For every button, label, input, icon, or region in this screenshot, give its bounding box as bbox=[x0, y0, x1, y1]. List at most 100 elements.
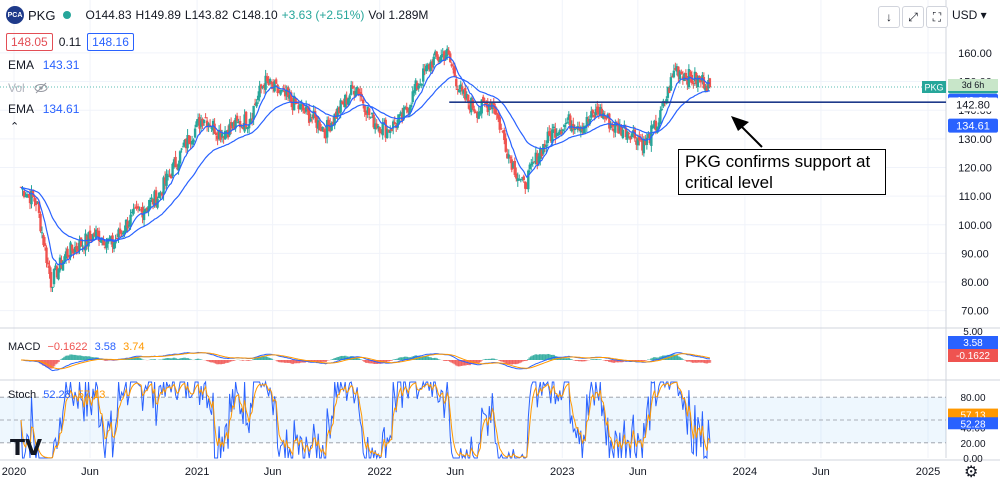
candle-body bbox=[523, 176, 525, 180]
macd-line-tag: 3.58 bbox=[963, 338, 983, 349]
x-tick-label: 2020 bbox=[2, 466, 26, 478]
ema-slow-legend[interactable]: EMA 134.61 bbox=[8, 102, 79, 116]
collapse-legend-icon[interactable]: ⌃ bbox=[10, 120, 19, 133]
candle-body bbox=[563, 124, 565, 126]
candle-body bbox=[150, 198, 152, 199]
candle-body bbox=[560, 131, 562, 133]
annotation-line-1: PKG confirms support at bbox=[685, 151, 879, 172]
stoch-legend[interactable]: Stoch 52.28 57.13 bbox=[8, 389, 105, 401]
candle-body bbox=[562, 129, 564, 131]
candle-body bbox=[167, 176, 169, 177]
candle-body bbox=[433, 57, 435, 65]
stoch-tick-label: 80.00 bbox=[960, 393, 985, 404]
candle-body bbox=[499, 117, 501, 130]
ema-fast-label: EMA bbox=[8, 58, 33, 72]
candle-body bbox=[192, 140, 194, 143]
candle-body bbox=[275, 79, 277, 83]
expand-button[interactable]: ⤢ bbox=[902, 6, 924, 28]
candle-body bbox=[382, 123, 384, 135]
candle-body bbox=[194, 129, 196, 138]
candle-body bbox=[182, 146, 184, 147]
candle-body bbox=[371, 113, 373, 115]
macd-legend[interactable]: MACD −0.1622 3.58 3.74 bbox=[8, 341, 145, 353]
candle-body bbox=[514, 161, 516, 175]
macd-label: MACD bbox=[8, 341, 40, 353]
symbol-label[interactable]: PKG bbox=[28, 8, 55, 23]
candle-body bbox=[80, 237, 82, 246]
hidden-eye-icon[interactable] bbox=[34, 81, 48, 95]
candle-body bbox=[119, 229, 121, 234]
candle-body bbox=[255, 102, 257, 106]
candle-body bbox=[626, 132, 628, 140]
currency-label: USD bbox=[952, 8, 977, 22]
candle-body bbox=[394, 122, 396, 124]
candle-body bbox=[53, 269, 55, 284]
candle-body bbox=[659, 110, 661, 124]
macd-signal-value: 3.74 bbox=[123, 341, 144, 353]
candle-body bbox=[113, 243, 115, 249]
ask-price[interactable]: 148.16 bbox=[87, 33, 134, 51]
candle-body bbox=[545, 145, 547, 147]
bid-price[interactable]: 148.05 bbox=[6, 33, 53, 51]
x-tick-label: Jun bbox=[264, 466, 282, 478]
y-tick-label: 110.00 bbox=[959, 191, 992, 203]
stoch-tick-label: 20.00 bbox=[960, 439, 985, 450]
currency-selector[interactable]: USD ▾ bbox=[952, 8, 987, 22]
y-tick-label: 90.00 bbox=[961, 248, 989, 260]
ohlc-legend: PCA PKG O144.83 H149.89 L143.82 C148.10 … bbox=[6, 4, 432, 26]
candle-body bbox=[472, 100, 474, 109]
x-tick-label: 2021 bbox=[185, 466, 209, 478]
stoch-label: Stoch bbox=[8, 389, 36, 401]
y-tick-label: 80.00 bbox=[961, 277, 989, 289]
macd-histogram-bar bbox=[495, 359, 498, 360]
candle-body bbox=[89, 231, 91, 239]
fullscreen-button[interactable]: ⛶ bbox=[926, 6, 948, 28]
candle-body bbox=[45, 248, 47, 263]
candle-body bbox=[661, 109, 663, 110]
candle-body bbox=[347, 99, 349, 105]
candle-body bbox=[203, 120, 205, 123]
volume-legend[interactable]: Vol bbox=[8, 81, 25, 95]
candle-body bbox=[180, 149, 182, 150]
candle-body bbox=[303, 111, 305, 112]
candle-body bbox=[120, 231, 122, 232]
candle-body bbox=[66, 249, 68, 257]
low-value: L143.82 bbox=[185, 8, 228, 22]
macd-histogram-bar bbox=[599, 359, 602, 360]
macd-histogram-bar bbox=[525, 360, 528, 361]
macd-line-value: 3.58 bbox=[95, 341, 116, 353]
candle-body bbox=[592, 110, 594, 113]
close-value: C148.10 bbox=[232, 8, 277, 22]
candle-body bbox=[204, 117, 206, 118]
macd-hist-value: −0.1622 bbox=[47, 341, 87, 353]
macd-histogram-bar bbox=[571, 359, 574, 360]
candle-body bbox=[628, 133, 630, 134]
x-tick-label: Jun bbox=[81, 466, 99, 478]
candle-body bbox=[673, 71, 675, 78]
scroll-down-button[interactable]: ↓ bbox=[878, 6, 900, 28]
candle-body bbox=[698, 76, 700, 78]
candle-body bbox=[455, 79, 457, 86]
y-tick-label: 100.00 bbox=[958, 220, 992, 232]
candle-body bbox=[41, 232, 43, 233]
settings-gear-icon[interactable]: ⚙ bbox=[964, 462, 978, 482]
change-value: +3.63 (+2.51%) bbox=[282, 8, 365, 22]
ema-fast-legend[interactable]: EMA 143.31 bbox=[8, 58, 79, 72]
candle-body bbox=[348, 95, 350, 99]
candle-body bbox=[57, 269, 59, 279]
tradingview-logo-icon: 𝗧𝗩 bbox=[10, 435, 42, 461]
candle-body bbox=[47, 263, 49, 265]
candle-body bbox=[680, 72, 682, 74]
candle-body bbox=[670, 77, 672, 91]
company-logo-icon: PCA bbox=[6, 6, 24, 24]
bid-ask-row: 148.05 0.11 148.16 bbox=[6, 33, 134, 51]
x-tick-label: Jun bbox=[629, 466, 647, 478]
timeframe-tag: 3d 6h bbox=[962, 80, 985, 90]
x-tick-label: 2023 bbox=[550, 466, 574, 478]
candle-body bbox=[174, 157, 176, 167]
candle-body bbox=[179, 151, 181, 163]
candle-body bbox=[520, 179, 522, 180]
candle-body bbox=[368, 108, 370, 115]
